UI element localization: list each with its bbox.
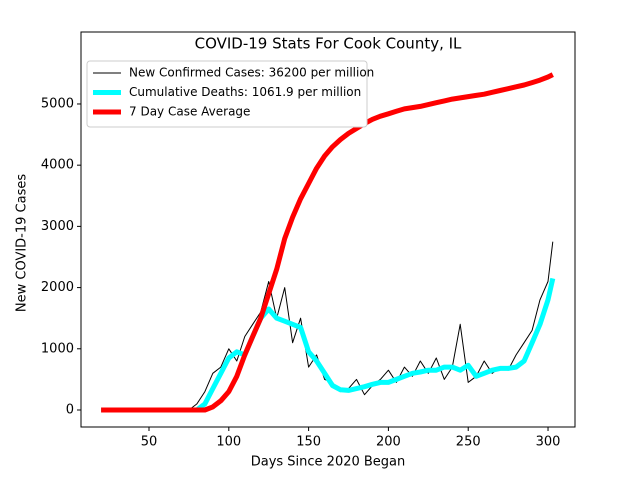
y-axis-label: New COVID-19 Cases: [15, 174, 30, 312]
y-tick-label: 0: [66, 402, 74, 417]
series-line: [101, 72, 554, 413]
y-tick-label: 1000: [41, 341, 74, 356]
x-tick-label: 150: [296, 435, 321, 450]
plot-area: [101, 72, 556, 413]
legend-label: Cumulative Deaths: 1061.9 per million: [129, 85, 361, 99]
axes-frame: [80, 31, 576, 428]
chart-title: COVID-19 Stats For Cook County, IL: [195, 35, 462, 53]
y-tick-label: 4000: [41, 158, 74, 173]
legend-box: [86, 60, 368, 128]
x-tick-label: 50: [141, 435, 158, 450]
x-tick-label: 300: [536, 435, 561, 450]
y-tick-label: 3000: [41, 219, 74, 234]
legend: New Confirmed Cases: 36200 per million Cu…: [86, 60, 374, 128]
x-axis-label: Days Since 2020 Began: [251, 455, 406, 470]
y-tick-label: 2000: [41, 280, 74, 295]
legend-label: New Confirmed Cases: 36200 per million: [129, 66, 374, 80]
x-tick-label: 100: [216, 435, 241, 450]
x-tick-label: 250: [456, 435, 481, 450]
x-tick-label: 200: [376, 435, 401, 450]
legend-label: 7 Day Case Average: [129, 105, 250, 119]
y-tick-label: 5000: [41, 96, 74, 111]
